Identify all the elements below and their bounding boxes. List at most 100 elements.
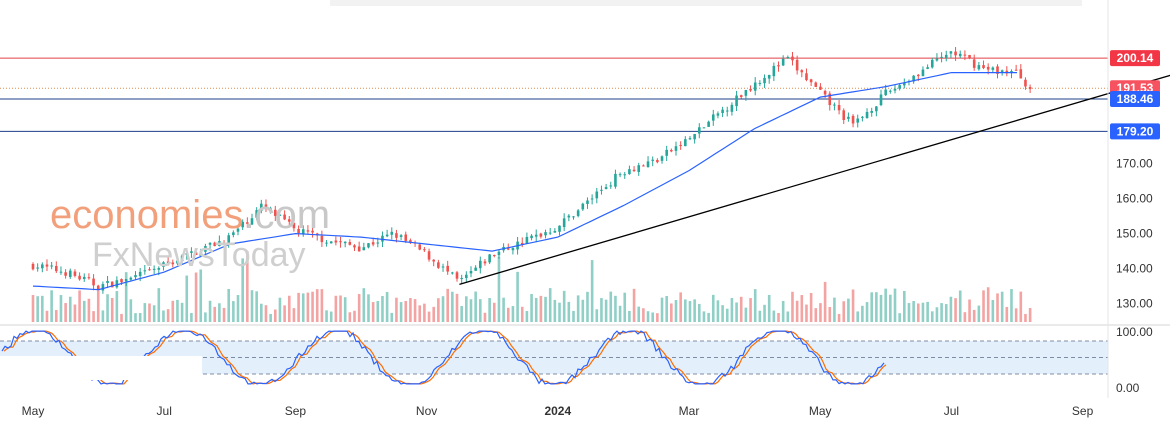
candle	[82, 273, 86, 282]
volume-bar	[758, 310, 762, 322]
volume-bar	[1019, 291, 1023, 322]
candle	[287, 215, 291, 227]
candle	[511, 247, 515, 255]
volume-bar	[730, 297, 734, 322]
stochastic-k-line	[1, 330, 885, 385]
candle	[325, 239, 328, 247]
candle	[409, 238, 412, 244]
candle	[707, 120, 710, 127]
candle	[68, 268, 72, 279]
volume-bar	[865, 302, 869, 322]
volume-bar	[581, 299, 585, 322]
volume-bar	[157, 288, 161, 322]
candle	[861, 115, 864, 122]
candle	[64, 269, 67, 279]
volume-bar	[96, 288, 100, 322]
volume-bar	[273, 309, 277, 322]
candle	[968, 54, 971, 60]
candle	[255, 207, 258, 221]
volume-bar	[670, 303, 673, 322]
volume-bar	[837, 313, 841, 322]
volume-bar	[660, 297, 664, 322]
candle	[432, 259, 436, 267]
candle	[460, 274, 463, 284]
candle	[222, 240, 226, 245]
candle	[651, 156, 655, 167]
volume-bar	[246, 251, 249, 322]
candle	[301, 225, 305, 237]
candle	[944, 50, 948, 62]
candle	[693, 133, 696, 144]
volume-bar	[642, 308, 645, 322]
volume-bar	[390, 312, 394, 322]
candle	[828, 91, 832, 111]
candle	[800, 69, 804, 78]
time-tick-label: Mar	[679, 404, 700, 418]
price-tick-label: 160.00	[1116, 192, 1153, 206]
volume-bar	[572, 310, 575, 322]
candle	[847, 112, 850, 122]
volume-bar	[339, 295, 342, 322]
volume-bar	[721, 305, 724, 322]
candle	[739, 94, 743, 99]
watermark-prefix: economies	[50, 193, 243, 237]
top-toolbar-bar	[330, 0, 1082, 6]
candle	[474, 265, 477, 271]
candle	[548, 227, 552, 235]
volume-bar	[697, 303, 701, 322]
candle	[148, 267, 151, 271]
candle	[525, 232, 529, 244]
volume-bar	[283, 305, 286, 322]
candle	[362, 242, 366, 251]
volume-bar	[847, 298, 850, 322]
volume-bar	[912, 301, 915, 322]
candle	[898, 83, 901, 91]
candle	[171, 259, 175, 268]
candle	[357, 241, 361, 252]
candle	[115, 276, 119, 289]
candle	[590, 194, 594, 205]
volume-bar	[124, 272, 128, 322]
watermark-fxnewstoday: FxNewsToday	[92, 236, 306, 274]
candle	[348, 239, 352, 246]
volume-bar	[129, 299, 133, 322]
volume-bar	[190, 313, 193, 322]
volume-bar	[679, 292, 682, 322]
volume-bar	[353, 310, 356, 322]
candle	[893, 84, 897, 94]
volume-bar	[41, 295, 44, 322]
candle	[129, 276, 133, 281]
candle	[688, 135, 692, 141]
candle	[385, 229, 389, 238]
volume-bar	[749, 298, 752, 322]
volume-bar	[432, 306, 436, 322]
volume-bar	[525, 311, 529, 322]
volume-bar	[329, 311, 333, 322]
volume-bar	[385, 292, 389, 322]
candle	[558, 225, 561, 236]
candle	[343, 241, 347, 248]
candle	[371, 237, 375, 247]
candle	[399, 234, 403, 241]
volume-bar	[73, 304, 77, 322]
volume-bar	[31, 295, 35, 322]
volume-bar	[940, 303, 943, 322]
volume-bar	[199, 269, 203, 322]
volume-bar	[404, 301, 408, 322]
volume-bar	[562, 290, 566, 322]
candle	[637, 162, 641, 176]
candle	[595, 187, 599, 204]
candle	[260, 199, 263, 214]
candle	[134, 271, 137, 280]
trendline[interactable]	[459, 20, 1170, 285]
svg-text:188.46: 188.46	[1117, 92, 1154, 106]
candle	[833, 102, 836, 111]
candle	[1005, 66, 1009, 77]
price-badge-188-46: 188.46	[1110, 90, 1160, 107]
candle	[1028, 84, 1032, 93]
volume-bar	[106, 294, 109, 322]
volume-bar	[795, 300, 799, 322]
candle	[54, 261, 58, 274]
